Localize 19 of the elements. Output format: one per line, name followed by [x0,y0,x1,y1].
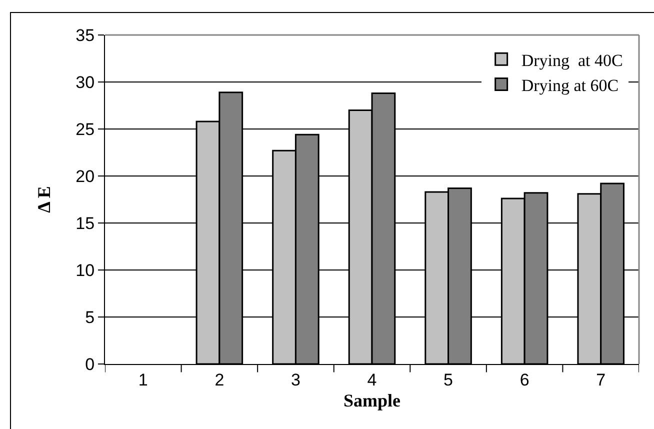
x-tick-label: 7 [596,370,606,390]
y-tick-label: 20 [76,166,95,186]
y-tick-label: 15 [76,214,95,233]
y-tick-label: 25 [76,120,95,139]
x-tick-label: 3 [290,370,300,390]
y-tick-label: 35 [76,26,95,45]
legend-label: Drying at 40C [521,50,623,70]
y-axis-title: Δ E [34,186,54,213]
x-tick-label: 2 [214,370,224,390]
x-tick-label: 4 [367,370,377,390]
x-tick-label: 5 [444,370,454,390]
x-tick-label: 1 [138,370,148,390]
y-tick-label: 30 [76,72,95,92]
x-tick-label: 6 [520,370,530,390]
legend-label: Drying at 60C [521,76,619,95]
x-axis-title: Sample [343,390,401,410]
y-tick-label: 5 [85,308,95,327]
y-tick-label: 10 [76,260,95,280]
y-tick-label: 0 [85,354,95,374]
